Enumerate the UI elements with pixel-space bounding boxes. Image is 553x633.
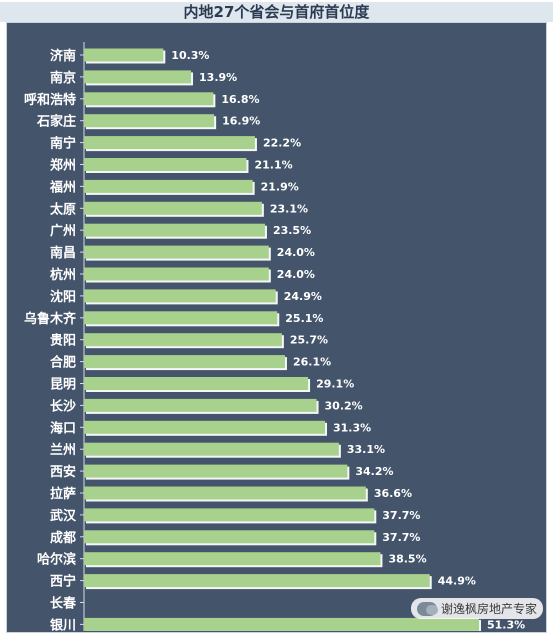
data-label: 10.3% <box>171 49 209 62</box>
bar <box>84 355 285 369</box>
category-label: 拉萨 <box>50 486 76 502</box>
data-label: 37.7% <box>382 509 420 522</box>
bar <box>84 267 269 281</box>
chart-title: 内地27个省会与首府首位度 <box>0 2 553 22</box>
category-label: 长春 <box>50 596 77 612</box>
bar <box>84 464 348 478</box>
data-label: 30.2% <box>325 399 363 412</box>
data-label: 13.9% <box>199 71 237 84</box>
bar <box>84 617 480 631</box>
bar <box>84 442 339 456</box>
data-label: 24.9% <box>284 290 322 303</box>
data-label: 21.9% <box>261 180 299 193</box>
bar <box>84 201 262 215</box>
category-label: 西安 <box>50 464 76 480</box>
bar <box>84 92 214 106</box>
category-label: 呼和浩特 <box>24 92 76 108</box>
bar <box>84 508 375 522</box>
bar <box>84 179 253 193</box>
category-label: 西宁 <box>50 574 76 590</box>
bar <box>84 420 326 434</box>
data-label: 26.1% <box>293 356 331 369</box>
category-label: 沈阳 <box>50 289 76 305</box>
category-label: 乌鲁木齐 <box>24 311 77 327</box>
bar <box>84 114 215 128</box>
bar <box>84 136 255 150</box>
bar <box>84 311 278 325</box>
bar <box>84 574 430 588</box>
category-label: 昆明 <box>50 377 76 393</box>
category-label: 福州 <box>49 179 76 195</box>
category-label: 太原 <box>49 201 76 217</box>
data-label: 25.1% <box>285 312 323 325</box>
data-label: 16.9% <box>222 115 260 128</box>
data-label: 23.5% <box>273 224 311 237</box>
watermark: 谢逸枫房地产专家 <box>410 598 543 619</box>
watermark-text: 谢逸枫房地产专家 <box>440 602 537 616</box>
data-label: 31.3% <box>333 421 371 434</box>
data-label: 24.0% <box>277 246 315 259</box>
bar <box>84 245 269 259</box>
category-label: 广州 <box>50 223 76 239</box>
data-label: 29.1% <box>316 378 354 391</box>
wechat-icon <box>416 601 438 616</box>
bar <box>84 289 276 303</box>
data-label: 44.9% <box>438 575 476 588</box>
data-label: 33.1% <box>347 443 385 456</box>
data-label: 34.2% <box>355 465 393 478</box>
category-label: 南昌 <box>50 245 76 261</box>
bar <box>84 333 282 347</box>
category-label: 济南 <box>50 48 76 64</box>
bar <box>84 486 366 500</box>
bar <box>84 48 164 62</box>
data-label: 37.7% <box>382 531 420 544</box>
bar <box>84 398 317 412</box>
data-label: 23.1% <box>270 202 308 215</box>
data-label: 51.3% <box>487 618 525 631</box>
category-label: 杭州 <box>50 267 76 283</box>
data-label: 16.8% <box>221 93 259 106</box>
category-label: 郑州 <box>50 158 76 174</box>
data-label: 25.7% <box>290 334 328 347</box>
bar <box>84 552 381 566</box>
data-label: 22.2% <box>263 137 301 150</box>
category-label: 长沙 <box>50 398 76 414</box>
category-label: 南宁 <box>50 136 76 152</box>
data-label: 24.0% <box>277 268 315 281</box>
data-label: 21.1% <box>254 159 292 172</box>
category-label: 武汉 <box>50 508 77 524</box>
category-label: 合肥 <box>50 355 76 371</box>
category-label: 海口 <box>50 420 76 436</box>
bar <box>84 377 309 390</box>
category-label: 银川 <box>50 617 76 631</box>
bar <box>84 223 265 237</box>
data-label: 38.5% <box>388 553 426 566</box>
category-label: 兰州 <box>50 442 76 458</box>
bar <box>84 530 375 544</box>
category-label: 成都 <box>50 530 76 546</box>
bar <box>84 158 247 171</box>
category-label: 哈尔滨 <box>37 552 76 568</box>
category-label: 贵阳 <box>50 333 76 349</box>
bar <box>84 70 192 84</box>
category-label: 南京 <box>50 70 76 86</box>
data-label: 36.6% <box>374 487 412 500</box>
category-label: 石家庄 <box>36 114 76 130</box>
